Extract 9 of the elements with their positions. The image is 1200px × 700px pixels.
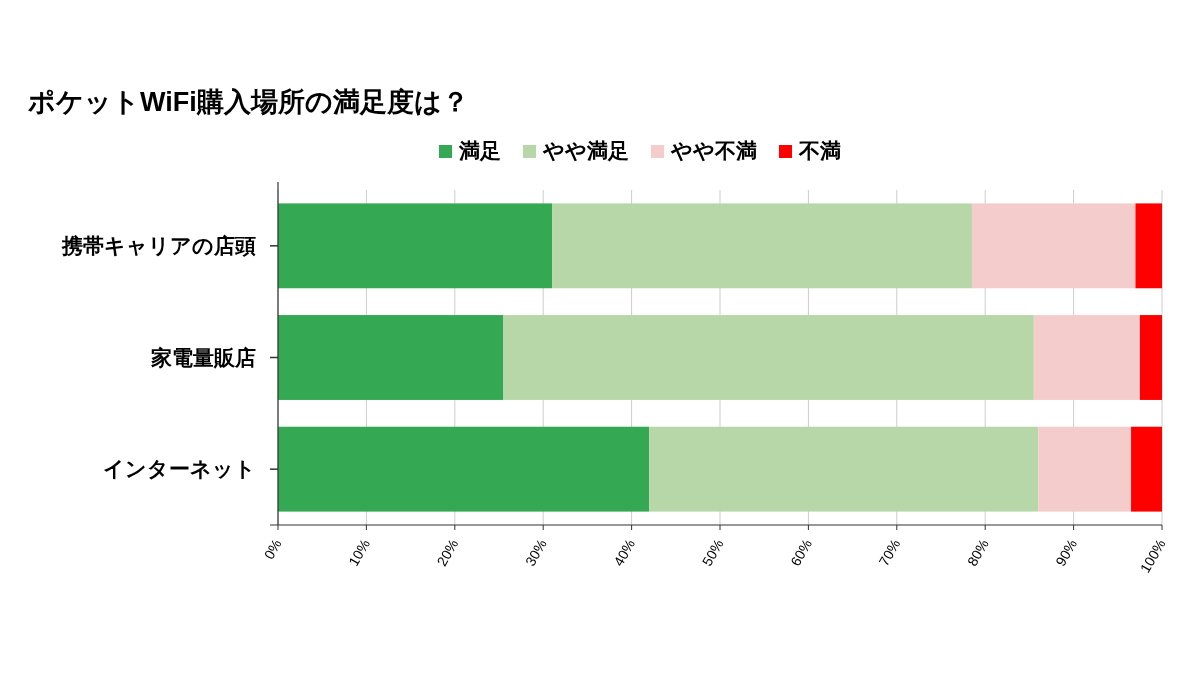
legend-label: やや満足 bbox=[542, 139, 629, 162]
y-tick-label: 家電量販店 bbox=[150, 345, 256, 369]
chart-title: ポケットWiFi購入場所の満足度は？ bbox=[28, 87, 469, 117]
legend-label: 満足 bbox=[458, 139, 501, 162]
y-tick-label: インターネット bbox=[103, 457, 256, 481]
legend-label: やや不満 bbox=[670, 139, 757, 162]
x-tick-label: 0% bbox=[260, 536, 285, 563]
y-tick-label: 携帯キャリアの店頭 bbox=[61, 233, 256, 258]
legend-label: 不満 bbox=[798, 139, 841, 162]
